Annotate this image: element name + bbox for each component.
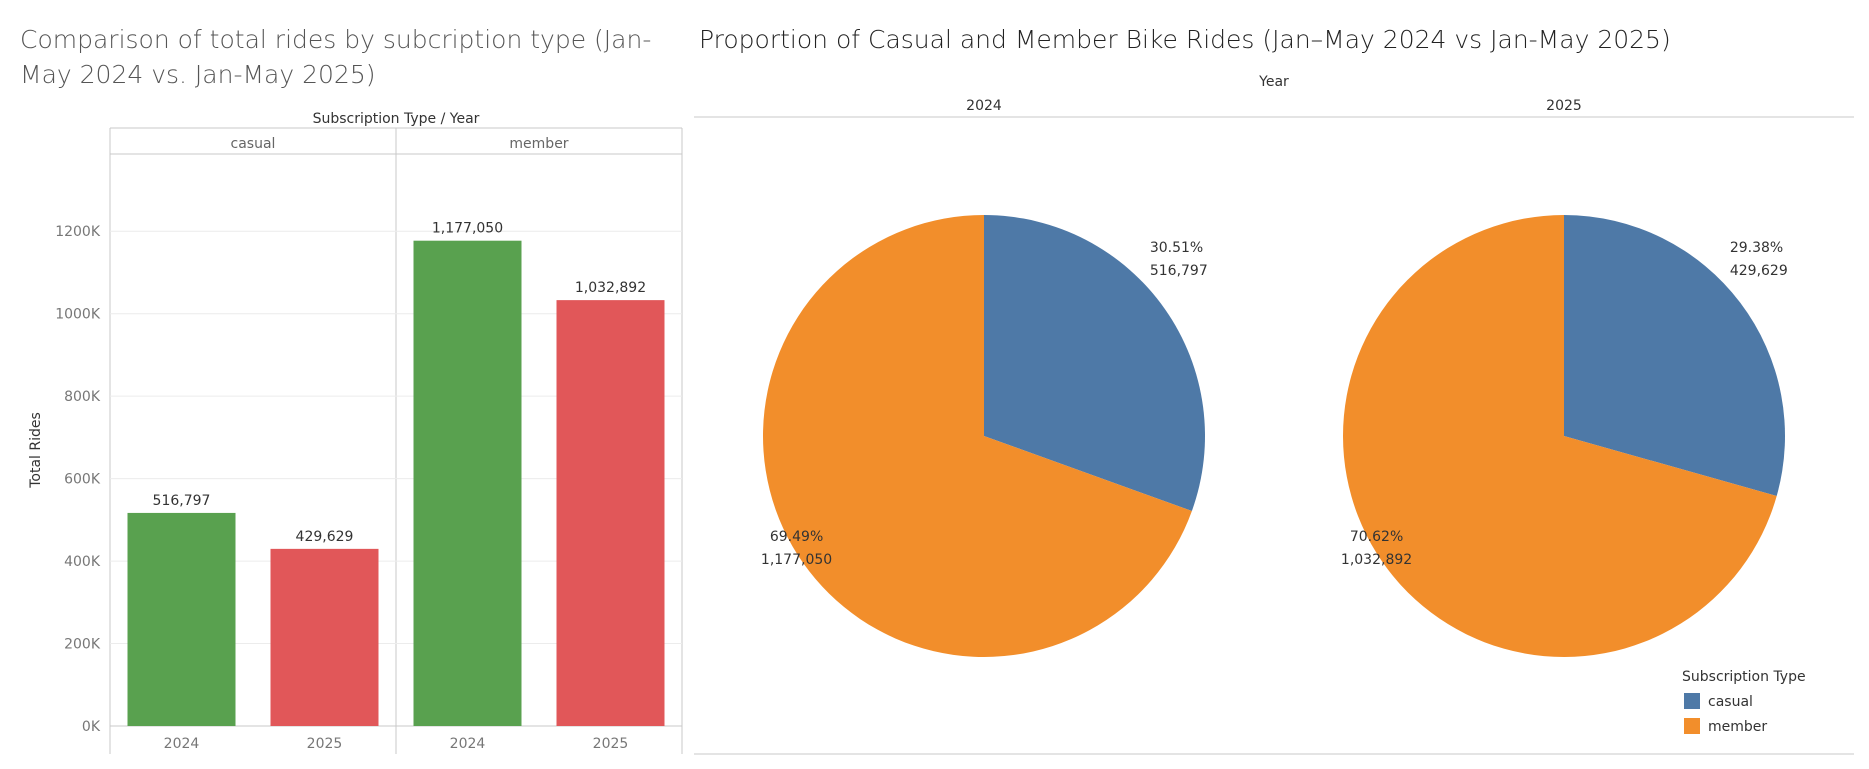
y-tick-label: 1200K: [55, 224, 101, 240]
bar-value-label: 1,177,050: [432, 221, 503, 237]
pie-column-header: Year: [1258, 74, 1289, 90]
legend-swatch-casual: [1684, 693, 1700, 709]
legend-label-casual: casual: [1708, 694, 1753, 710]
legend-label-member: member: [1708, 719, 1767, 735]
y-tick-label: 800K: [64, 389, 101, 405]
pie-slice-2024-member: [763, 215, 1192, 658]
bar-chart-title: Comparison of total rides by subcription…: [20, 25, 652, 89]
pie-slice-2025-member: [1343, 215, 1777, 658]
pie-percent-label: 70.62%: [1350, 529, 1403, 545]
bar-column-header: Subscription Type / Year: [313, 111, 480, 127]
x-tick-label: 2025: [593, 736, 629, 752]
pie-chart-title: Proportion of Casual and Member Bike Rid…: [699, 25, 1671, 54]
bar-value-label: 429,629: [296, 529, 354, 545]
bar-value-label: 1,032,892: [575, 280, 646, 296]
pie-value-label: 516,797: [1150, 263, 1208, 279]
bar-member-2025: [556, 300, 665, 726]
pie-percent-label: 29.38%: [1730, 240, 1783, 256]
bar-chart: Subscription Type / Year 0K 200K 400K 600K 80…: [28, 111, 683, 754]
y-tick-label: 200K: [64, 637, 101, 653]
pie-percent-label: 69.49%: [770, 529, 823, 545]
pie-percent-label: 30.51%: [1150, 240, 1203, 256]
y-axis-title: Total Rides: [28, 412, 44, 489]
bar-casual-2025: [270, 548, 379, 726]
pie-value-label: 1,032,892: [1341, 552, 1412, 568]
pie-chart: Year 2024 30.51% 516,797 69.49% 1,177,050 2025…: [694, 74, 1854, 755]
pie-year-header-2025: 2025: [1546, 98, 1582, 114]
bar-casual-2024: [127, 512, 236, 726]
y-tick-label: 400K: [64, 554, 101, 570]
x-tick-label: 2025: [307, 736, 343, 752]
pie-year-header-2024: 2024: [966, 98, 1002, 114]
group-label-member: member: [509, 136, 568, 152]
pie-slice-2025-casual: [1564, 215, 1785, 497]
bar-member-2024: [413, 240, 522, 726]
x-tick-label: 2024: [164, 736, 200, 752]
group-label-casual: casual: [231, 136, 276, 152]
legend-swatch-member: [1684, 718, 1700, 734]
pie-value-label: 1,177,050: [761, 552, 832, 568]
pie-slice-2024-casual: [984, 215, 1205, 511]
x-tick-label: 2024: [450, 736, 486, 752]
bar-value-label: 516,797: [153, 493, 211, 509]
legend-title: Subscription Type: [1682, 669, 1806, 685]
y-tick-label: 600K: [64, 472, 101, 488]
pie-value-label: 429,629: [1730, 263, 1788, 279]
y-tick-label: 1000K: [55, 307, 101, 323]
y-tick-label: 0K: [82, 719, 101, 735]
